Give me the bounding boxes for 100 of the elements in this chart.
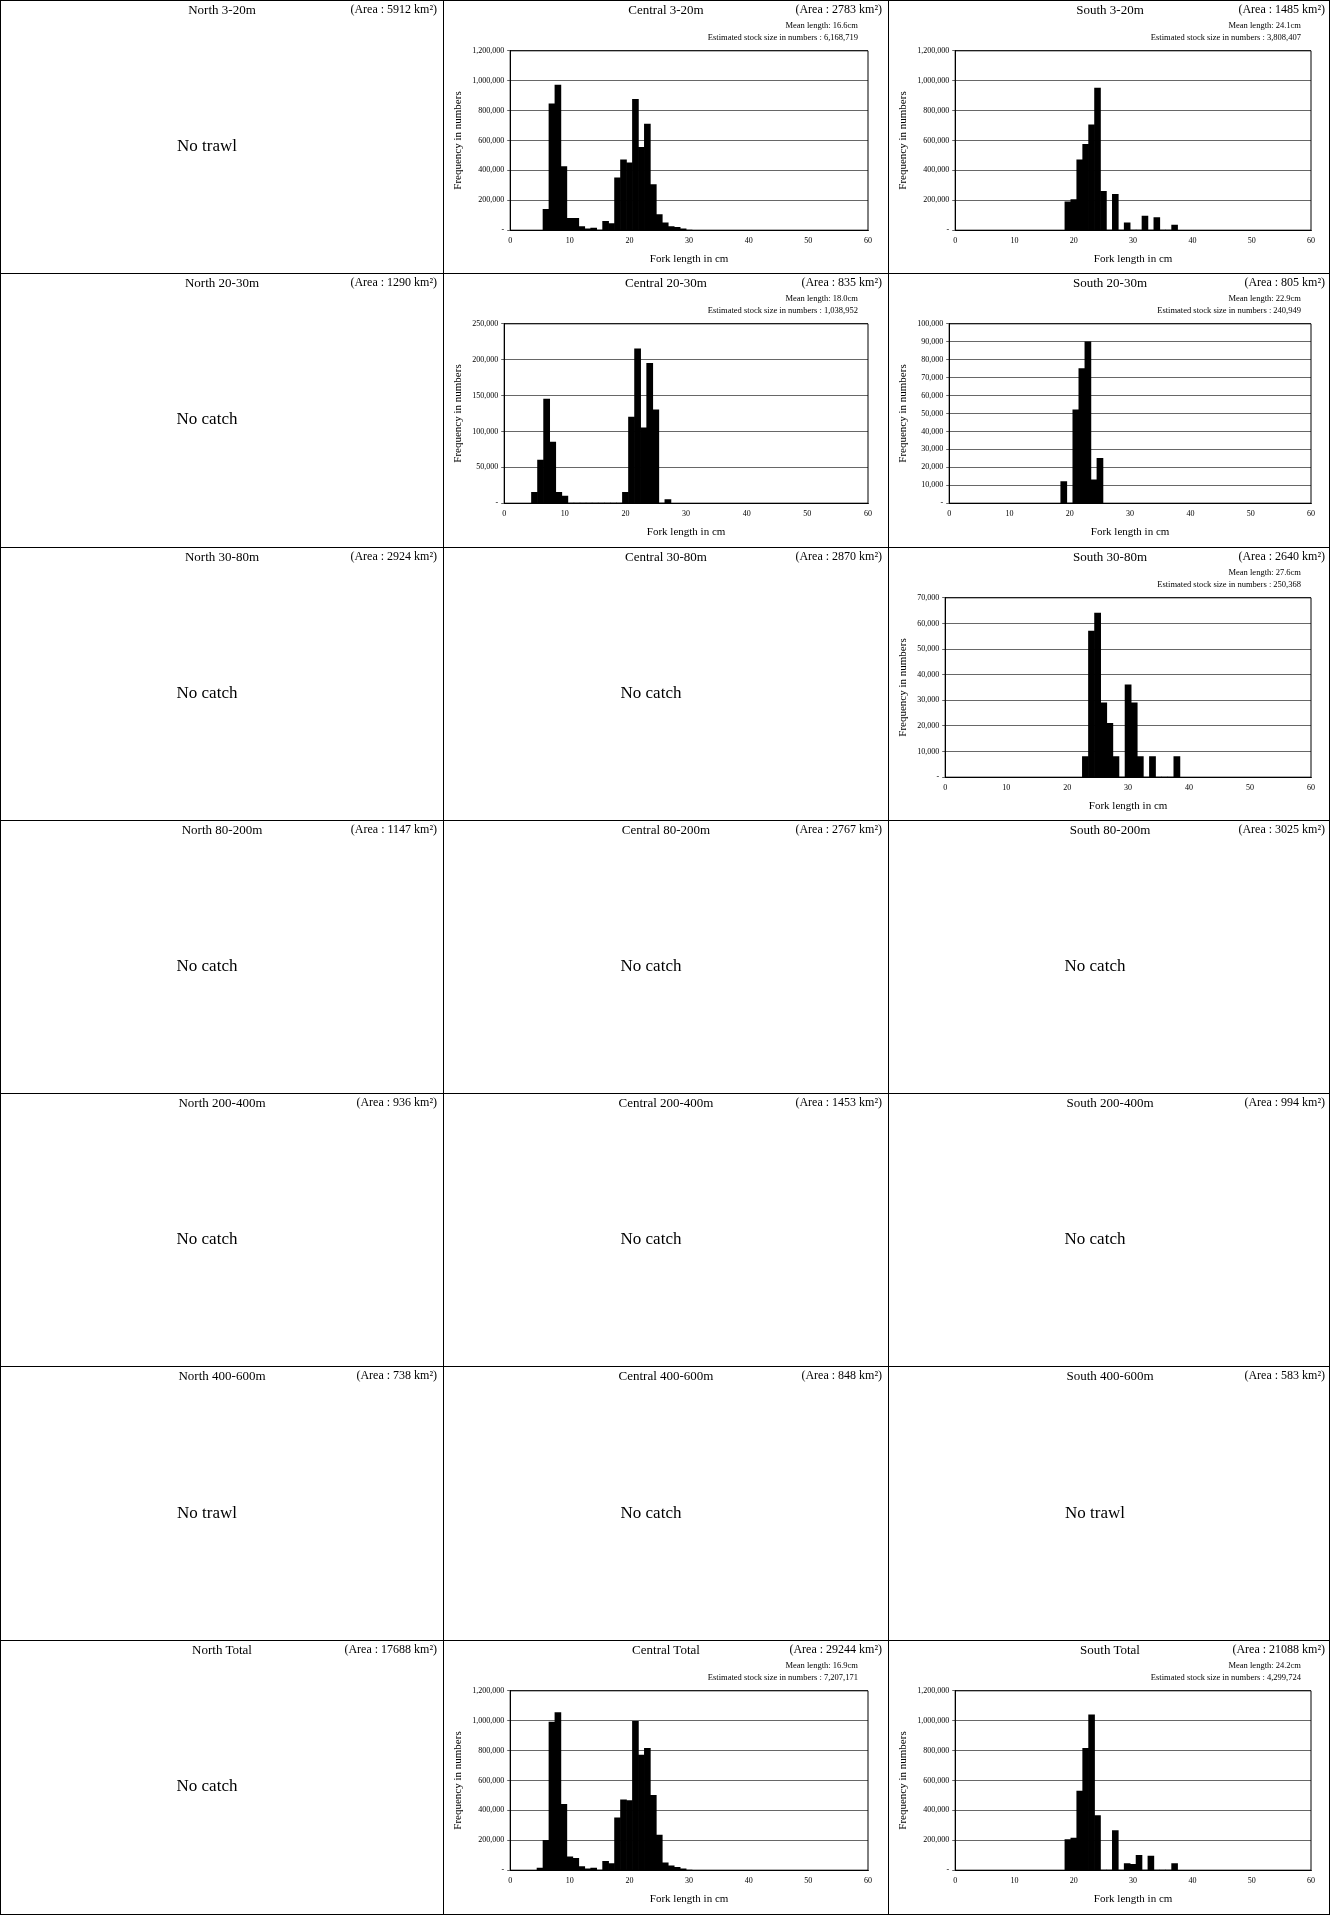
y-tick-label: 600,000 [478, 1775, 505, 1785]
x-tick-label: 30 [1126, 509, 1135, 519]
y-tick-label: 80,000 [921, 355, 944, 365]
text: Estimated stock size in numbers : 4,299,724 [1149, 1670, 1301, 1683]
y-tick-label: 400,000 [478, 1805, 505, 1815]
text: (Area : 2783 km²) [795, 2, 882, 17]
x-tick-label: 0 [502, 509, 507, 519]
text: North 400-600m [178, 1368, 266, 1384]
y-tick-label: 10,000 [921, 480, 944, 490]
x-tick-label: 20 [625, 1875, 634, 1885]
text: (Area : 2870 km²) [795, 548, 882, 564]
x-tick-label: 40 [1188, 236, 1197, 246]
x-tick-label: 20 [1069, 236, 1078, 246]
x-tick-label: 0 [508, 236, 513, 246]
text: No trawl [176, 135, 238, 158]
x-tick-label: 0 [953, 236, 958, 246]
text: (Area : 2924 km²) [350, 548, 437, 564]
x-tick-label: 0 [508, 1875, 513, 1885]
y-tick-label: 40,000 [917, 669, 940, 679]
y-tick-label: - [501, 225, 505, 235]
y-tick-label: 250,000 [472, 319, 499, 329]
y-axis-title: Frequency in numbers [896, 91, 909, 190]
text: Mean length: 22.9cm [1227, 292, 1301, 305]
x-tick-label: 10 [1010, 236, 1019, 246]
text: (Area : 3025 km²) [1238, 821, 1325, 837]
text: North 30-80m [184, 548, 260, 564]
x-tick-label: 30 [682, 509, 691, 519]
y-tick-label: 800,000 [478, 105, 505, 115]
x-tick-label: 0 [953, 1875, 958, 1885]
y-tick-label: 1,000,000 [917, 75, 950, 85]
y-tick-label: 20,000 [921, 462, 944, 472]
y-axis-title: Frequency in numbers [451, 364, 464, 463]
x-tick-label: 50 [1246, 509, 1255, 519]
y-tick-label: 1,200,000 [917, 45, 950, 55]
y-tick-label: 20,000 [917, 720, 940, 730]
text: No catch [619, 681, 683, 704]
x-tick-label: 60 [1307, 1875, 1315, 1885]
text: No trawl [176, 1501, 238, 1524]
y-tick-label: 800,000 [923, 1745, 950, 1755]
y-tick-label: 200,000 [923, 195, 950, 205]
text: No catch [175, 1228, 239, 1251]
chart-title: Central 3-20m [628, 2, 704, 17]
x-tick-label: 40 [1185, 782, 1194, 792]
x-tick-label: 10 [1010, 1875, 1019, 1885]
text: No catch [175, 1775, 239, 1798]
text: Mean length: 24.1cm [1227, 19, 1301, 31]
y-tick-label: 30,000 [917, 694, 940, 704]
y-tick-label: - [946, 225, 950, 235]
text: Estimated stock size in numbers : 3,808,407 [1149, 31, 1301, 43]
text: No catch [175, 955, 239, 977]
y-tick-label: 1,000,000 [472, 1715, 505, 1725]
text: (Area : 805 km²) [1244, 275, 1325, 291]
y-tick-label: 200,000 [923, 1835, 950, 1845]
x-tick-label: 10 [565, 1875, 574, 1885]
text: (Area : 583 km²) [1244, 1368, 1325, 1384]
y-tick-label: 40,000 [921, 426, 944, 436]
y-tick-label: 100,000 [917, 319, 944, 329]
y-axis-title: Frequency in numbers [896, 364, 909, 463]
y-tick-label: 400,000 [923, 165, 950, 175]
y-tick-label: 50,000 [476, 462, 499, 472]
y-tick-label: 30,000 [921, 444, 944, 454]
chart-title: Central Total [632, 1641, 700, 1657]
x-tick-label: 40 [744, 236, 753, 246]
x-tick-label: 50 [803, 509, 812, 519]
y-tick-label: 60,000 [917, 618, 940, 628]
y-tick-label: 400,000 [478, 165, 505, 175]
chart-title: South 3-20m [1076, 2, 1144, 17]
x-tick-label: 20 [1065, 509, 1074, 519]
y-tick-label: 1,200,000 [472, 45, 505, 55]
text: (Area : 1453 km²) [795, 1095, 882, 1111]
y-tick-label: - [946, 1865, 950, 1874]
text: Central 80-200m [621, 821, 711, 837]
y-tick-label: - [936, 771, 940, 781]
y-tick-label: 400,000 [923, 1805, 950, 1815]
x-tick-label: 20 [1069, 1875, 1078, 1885]
y-tick-label: 600,000 [923, 1775, 950, 1785]
text: (Area : 2640 km²) [1238, 548, 1325, 564]
y-tick-label: 200,000 [478, 195, 505, 205]
text: No catch [619, 1228, 683, 1251]
x-axis-title: Fork length in cm [1088, 798, 1168, 811]
y-tick-label: 200,000 [478, 1835, 505, 1845]
text: (Area : 936 km²) [356, 1095, 437, 1111]
x-tick-label: 60 [1307, 782, 1315, 792]
text: (Area : 1485 km²) [1238, 2, 1325, 17]
text: North 200-400m [178, 1095, 266, 1111]
x-tick-label: 10 [1002, 782, 1011, 792]
y-tick-label: - [495, 498, 499, 508]
x-tick-label: 40 [744, 1875, 753, 1885]
x-tick-label: 50 [1247, 1875, 1256, 1885]
y-tick-label: 50,000 [917, 643, 940, 653]
x-tick-label: 60 [864, 236, 872, 246]
text: (Area : 1147 km²) [350, 821, 437, 837]
x-axis-title: Fork length in cm [649, 1891, 729, 1904]
y-tick-label: 150,000 [472, 390, 499, 400]
text: Mean length: 27.6cm [1227, 565, 1301, 578]
text: Mean length: 16.6cm [784, 19, 858, 31]
y-tick-label: 800,000 [923, 105, 950, 115]
text: Estimated stock size in numbers : 240,949 [1156, 304, 1301, 317]
y-tick-label: 1,000,000 [472, 75, 505, 85]
x-tick-label: 20 [625, 236, 634, 246]
